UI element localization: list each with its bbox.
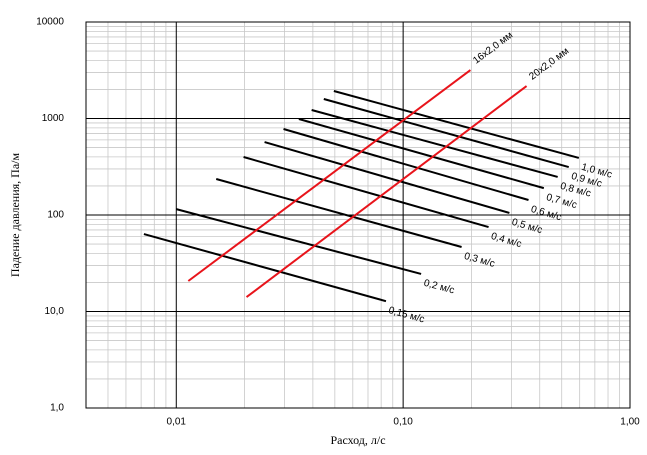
series-line	[323, 98, 570, 169]
series-line	[311, 109, 558, 178]
series-line	[298, 118, 545, 190]
series-label: 0,2 м/с	[422, 278, 455, 297]
y-tick-label: 100	[47, 210, 64, 221]
series-line	[215, 178, 462, 248]
y-tick-label: 1000	[42, 113, 65, 124]
y-tick-label: 10,0	[45, 306, 65, 317]
series-line	[187, 69, 472, 282]
series-label: 0,6 м/с	[530, 204, 563, 223]
series-line	[283, 128, 529, 201]
x-tick-label: 1,00	[620, 417, 640, 428]
series-line	[243, 156, 489, 229]
series-line	[333, 90, 580, 159]
y-axis-title: Падение давления, Па/м	[8, 153, 22, 278]
x-tick-label: 0,01	[167, 417, 187, 428]
x-axis-title: Расход, л/с	[330, 433, 385, 447]
x-tick-label: 0,10	[393, 417, 413, 428]
series-line	[264, 141, 510, 214]
series-label: 0,4 м/с	[490, 231, 523, 250]
y-tick-label: 10000	[36, 17, 64, 28]
series-label: 16x2,0 мм	[471, 30, 515, 67]
series-line	[176, 208, 422, 275]
series-line	[143, 233, 387, 303]
series-line	[245, 85, 528, 298]
y-tick-label: 1,0	[50, 403, 64, 414]
